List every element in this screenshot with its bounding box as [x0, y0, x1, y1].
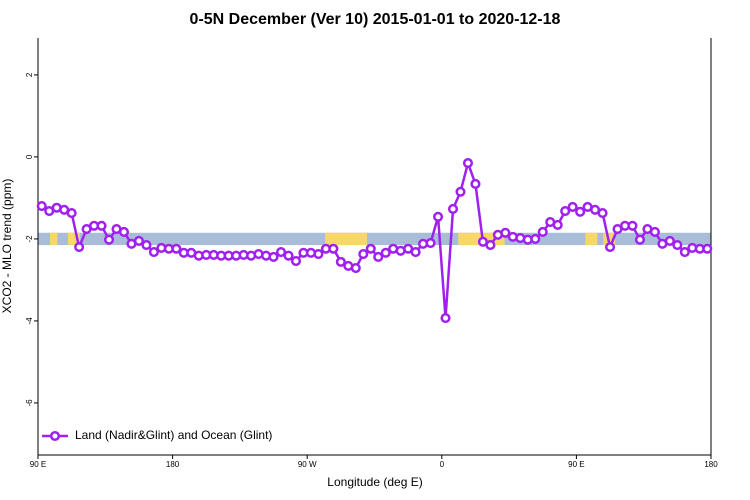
point	[328, 243, 339, 254]
x-tick-label: 90 W	[298, 460, 317, 469]
point	[575, 206, 586, 217]
y-tick-label: -6	[25, 399, 34, 407]
point	[672, 240, 683, 251]
point	[537, 226, 548, 237]
point	[268, 251, 279, 263]
point	[485, 240, 496, 251]
point	[410, 246, 421, 258]
y-tick-label: 0	[25, 154, 34, 159]
point	[433, 211, 444, 222]
point	[133, 235, 144, 247]
point	[634, 234, 646, 245]
point	[313, 249, 324, 260]
point	[358, 249, 369, 260]
y-axis-label: XCO2 - MLO trend (ppm)	[0, 179, 14, 314]
point	[380, 247, 391, 258]
point	[455, 186, 466, 197]
point	[290, 256, 302, 267]
land-segment	[67, 232, 80, 246]
x-tick-label: 90 E	[30, 460, 46, 469]
point	[141, 240, 152, 251]
point	[275, 246, 287, 258]
point	[74, 242, 85, 253]
point	[440, 313, 451, 324]
y-tick-label: -4	[25, 317, 34, 325]
point	[664, 235, 675, 247]
point	[148, 246, 159, 258]
land-segment	[585, 232, 598, 246]
x-tick-label: 180	[166, 460, 180, 469]
x-tick-label: 90 E	[568, 460, 584, 469]
point	[36, 201, 47, 212]
point	[283, 250, 294, 261]
point	[335, 256, 346, 267]
land-segment	[49, 232, 58, 246]
point	[365, 243, 376, 254]
point	[462, 158, 474, 169]
point	[350, 262, 361, 274]
point	[702, 243, 713, 254]
point	[552, 219, 563, 231]
point	[470, 178, 481, 190]
point	[597, 208, 608, 219]
point	[605, 242, 616, 253]
point	[66, 208, 77, 219]
x-tick-label: 180	[704, 460, 718, 469]
x-tick-label: 0	[440, 460, 445, 469]
legend-marker	[49, 430, 61, 442]
land-segment	[325, 232, 368, 246]
chart-title: 0-5N December (Ver 10) 2015-01-01 to 202…	[190, 11, 561, 28]
y-tick-label: -2	[25, 235, 34, 243]
y-tick-label: 2	[25, 72, 34, 77]
point	[171, 243, 182, 254]
point	[567, 201, 578, 212]
point	[500, 227, 511, 238]
point	[373, 251, 384, 263]
point	[96, 220, 107, 231]
point	[649, 226, 660, 237]
point	[530, 233, 541, 244]
point	[560, 205, 571, 217]
point	[118, 226, 130, 237]
x-axis-label: Longitude (deg E)	[327, 475, 422, 489]
point	[447, 203, 459, 215]
point	[103, 234, 115, 245]
point	[425, 237, 436, 249]
legend-label: Land (Nadir&Glint) and Ocean (Glint)	[75, 428, 272, 442]
point	[627, 220, 638, 231]
point	[679, 246, 690, 258]
